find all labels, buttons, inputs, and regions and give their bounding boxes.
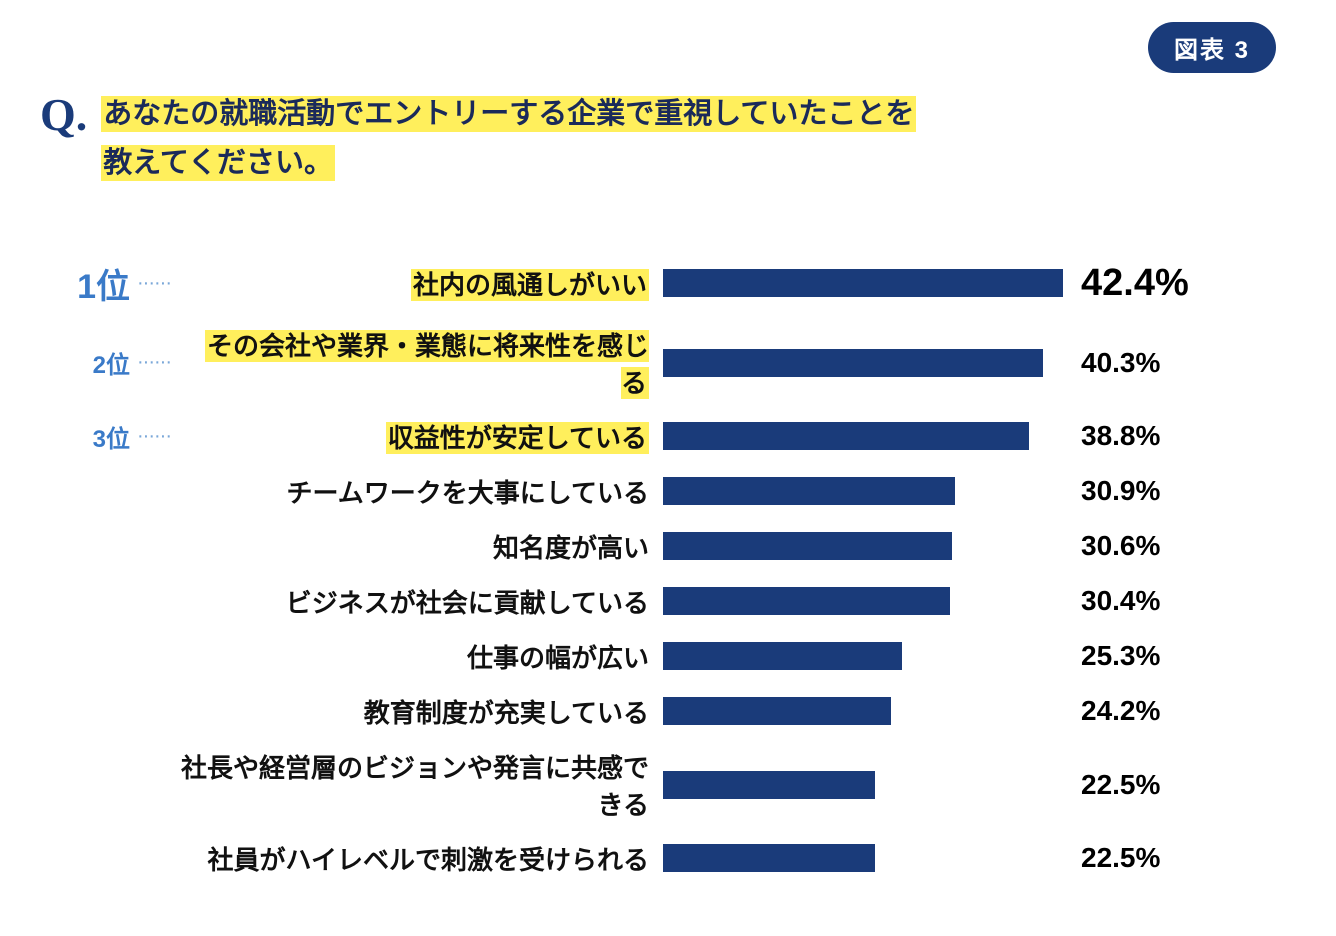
bar-value: 30.9% xyxy=(1063,475,1160,507)
chart-row: 社長や経営層のビジョンや発言に共感できる 22.5% xyxy=(40,748,1296,822)
bar-fill xyxy=(663,844,875,872)
bar-label: 収益性が安定している xyxy=(178,418,663,455)
bar-value: 22.5% xyxy=(1063,842,1160,874)
bar-track xyxy=(663,532,1063,560)
chart-row: 3位······ 収益性が安定している 38.8% xyxy=(40,418,1296,455)
bar-label: 社内の風通しがいい xyxy=(178,265,663,302)
rank-label: 2位 xyxy=(40,345,130,380)
chart-row: ビジネスが社会に貢献している 30.4% xyxy=(40,583,1296,620)
chart-row: チームワークを大事にしている 30.9% xyxy=(40,473,1296,510)
figure-badge: 図表 3 xyxy=(1148,22,1276,73)
bar-value: 30.6% xyxy=(1063,530,1160,562)
rank-label: 1位 xyxy=(40,259,130,308)
bar-label: 社員がハイレベルで刺激を受けられる xyxy=(178,840,663,877)
rank-wrap: 1位······ xyxy=(40,259,178,308)
bar-track xyxy=(663,642,1063,670)
bar-value: 25.3% xyxy=(1063,640,1160,672)
bar-value: 24.2% xyxy=(1063,695,1160,727)
rank-label: 3位 xyxy=(40,419,130,454)
figure-badge-text: 図表 3 xyxy=(1174,37,1250,64)
bar-track xyxy=(663,477,1063,505)
question-block: Q. あなたの就職活動でエントリーする企業で重視していたことを 教えてください。 xyxy=(40,90,1296,189)
bar-label-text: 社内の風通しがいい xyxy=(411,269,649,301)
chart-row: 1位······ 社内の風通しがいい 42.4% xyxy=(40,259,1296,308)
bar-track xyxy=(663,422,1063,450)
bar-fill xyxy=(663,697,891,725)
bar-value: 22.5% xyxy=(1063,769,1160,801)
bar-label-text: その会社や業界・業態に将来性を感じる xyxy=(205,330,649,399)
bar-track xyxy=(663,587,1063,615)
question-mark: Q. xyxy=(40,90,87,141)
chart-row: 社員がハイレベルで刺激を受けられる 22.5% xyxy=(40,840,1296,877)
bar-fill xyxy=(663,349,1043,377)
bar-track xyxy=(663,349,1063,377)
bar-fill xyxy=(663,269,1063,297)
question-line2: 教えてください。 xyxy=(101,145,335,181)
bar-value: 38.8% xyxy=(1063,420,1160,452)
bar-label: 知名度が高い xyxy=(178,528,663,565)
question-line1: あなたの就職活動でエントリーする企業で重視していたことを xyxy=(101,96,916,132)
page: 図表 3 Q. あなたの就職活動でエントリーする企業で重視していたことを 教えて… xyxy=(0,0,1336,936)
chart-row: 2位······ その会社や業界・業態に将来性を感じる 40.3% xyxy=(40,326,1296,400)
bar-chart: 1位······社内の風通しがいい42.4%2位······その会社や業界・業態… xyxy=(40,259,1296,877)
rank-dots-icon: ······ xyxy=(130,425,178,448)
bar-track xyxy=(663,771,1063,799)
rank-wrap: 3位······ xyxy=(40,419,178,454)
rank-wrap: 2位······ xyxy=(40,345,178,380)
chart-row: 仕事の幅が広い 25.3% xyxy=(40,638,1296,675)
bar-fill xyxy=(663,587,950,615)
question-text: あなたの就職活動でエントリーする企業で重視していたことを 教えてください。 xyxy=(101,90,916,189)
bar-track xyxy=(663,697,1063,725)
bar-fill xyxy=(663,422,1029,450)
bar-fill xyxy=(663,771,875,799)
chart-row: 知名度が高い 30.6% xyxy=(40,528,1296,565)
rank-dots-icon: ······ xyxy=(130,272,178,295)
rank-dots-icon: ······ xyxy=(130,351,178,374)
bar-fill xyxy=(663,532,952,560)
chart-row: 教育制度が充実している 24.2% xyxy=(40,693,1296,730)
bar-label: 仕事の幅が広い xyxy=(178,638,663,675)
bar-label: 社長や経営層のビジョンや発言に共感できる xyxy=(178,748,663,822)
bar-track xyxy=(663,844,1063,872)
bar-label-text: 収益性が安定している xyxy=(386,422,649,454)
bar-track xyxy=(663,269,1063,297)
bar-label: 教育制度が充実している xyxy=(178,693,663,730)
bar-value: 40.3% xyxy=(1063,347,1160,379)
bar-label: その会社や業界・業態に将来性を感じる xyxy=(178,326,663,400)
bar-label: チームワークを大事にしている xyxy=(178,473,663,510)
bar-fill xyxy=(663,477,955,505)
bar-value: 30.4% xyxy=(1063,585,1160,617)
bar-fill xyxy=(663,642,902,670)
bar-value: 42.4% xyxy=(1063,262,1189,305)
bar-label: ビジネスが社会に貢献している xyxy=(178,583,663,620)
